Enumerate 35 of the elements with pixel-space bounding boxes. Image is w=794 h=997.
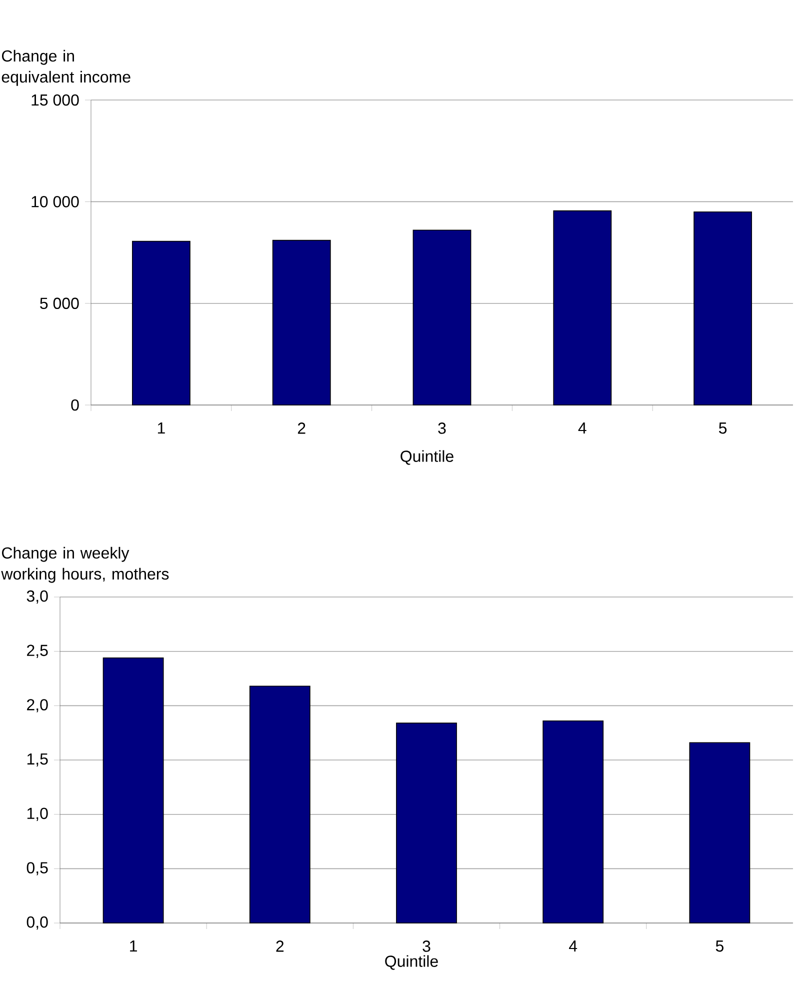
y-tick-label: 3,0 <box>26 590 48 604</box>
bar <box>396 722 457 924</box>
x-tick-label: 5 <box>716 940 724 952</box>
x-tick-label: 4 <box>569 940 578 952</box>
y-tick-label: 1,5 <box>27 753 48 767</box>
y-tick-label: 5 000 <box>40 298 79 310</box>
y-tick-label: 2,5 <box>27 644 48 658</box>
x-tick-label: 3 <box>438 422 446 434</box>
bar <box>542 720 604 924</box>
bar <box>249 686 310 924</box>
x-tick-label: 3 <box>422 940 430 952</box>
bar <box>272 240 331 406</box>
bar <box>553 210 612 406</box>
bar <box>412 230 472 406</box>
x-tick-label: 2 <box>276 940 284 952</box>
bar <box>689 742 750 924</box>
x-tick-label: 2 <box>298 422 306 434</box>
y-axis-title: Change in weekly working hours, mothers <box>1 546 169 583</box>
x-tick-label: 4 <box>578 422 586 434</box>
bar <box>132 240 190 406</box>
y-tick-label: 0,5 <box>26 862 48 876</box>
y-tick-label: 10 000 <box>32 196 79 208</box>
y-tick-label: 2,0 <box>27 699 48 712</box>
x-axis-title: Quintile <box>385 955 438 970</box>
x-tick-label: 5 <box>718 422 727 434</box>
y-tick-label: 15 000 <box>32 94 79 106</box>
x-axis-title: Quintile <box>400 450 454 465</box>
y-tick-label: 1,0 <box>27 808 48 821</box>
bar <box>102 657 164 924</box>
x-tick-label: 1 <box>130 940 137 952</box>
y-tick-label: 0 <box>71 399 79 411</box>
x-tick-label: 1 <box>158 422 165 434</box>
bar <box>694 211 752 406</box>
y-tick-label: 0,0 <box>26 916 48 930</box>
y-axis-title: Change in equivalent income <box>2 50 130 86</box>
